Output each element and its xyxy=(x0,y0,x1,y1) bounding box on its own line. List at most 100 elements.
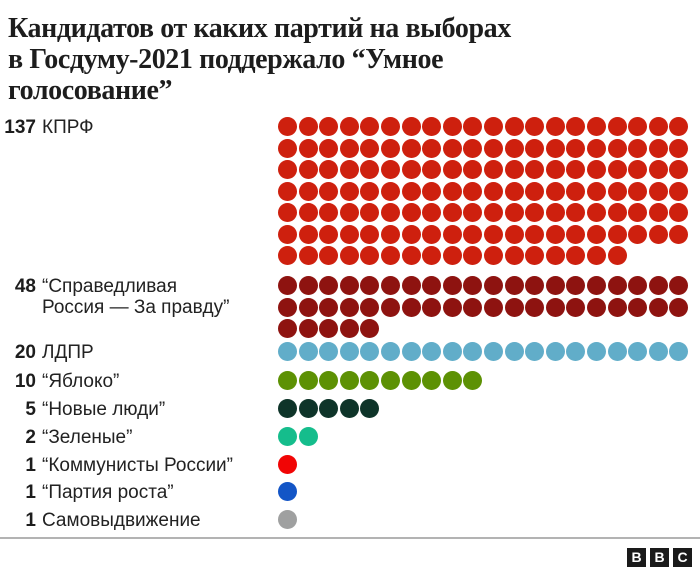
candidate-dot xyxy=(339,371,359,390)
candidate-dot xyxy=(504,276,524,295)
candidate-dot xyxy=(319,297,339,317)
candidate-dot xyxy=(442,342,462,361)
candidate-dot xyxy=(401,276,421,295)
candidate-dot xyxy=(319,371,339,390)
candidate-dot xyxy=(648,276,668,295)
candidate-dot xyxy=(525,246,545,265)
dot-grid-yabloko xyxy=(278,371,483,390)
candidate-dot xyxy=(463,342,483,361)
candidate-dot xyxy=(566,342,586,361)
chart-title-line-3: голосование” xyxy=(8,75,173,106)
candidate-dot xyxy=(380,224,400,244)
candidate-dot xyxy=(545,297,565,317)
candidate-dot xyxy=(319,203,339,222)
candidate-dot xyxy=(298,160,318,179)
dot-grid-sr xyxy=(278,276,689,338)
candidate-dot xyxy=(628,276,648,295)
party-count: 20 xyxy=(14,342,36,363)
candidate-dot xyxy=(607,297,627,317)
candidate-dot xyxy=(566,181,586,201)
candidate-dot xyxy=(648,297,668,317)
candidate-dot xyxy=(463,371,483,390)
chart-title: Кандидатов от каких партий на выборах в … xyxy=(0,0,700,106)
candidate-dot xyxy=(566,224,586,244)
candidate-dot xyxy=(422,181,442,201)
candidate-dot xyxy=(380,203,400,222)
candidate-dot xyxy=(628,160,648,179)
candidate-dot xyxy=(319,224,339,244)
party-count: 1 xyxy=(25,482,36,503)
candidate-dot xyxy=(278,427,297,446)
candidate-dot xyxy=(628,117,648,136)
party-count: 2 xyxy=(25,427,36,448)
candidate-dot xyxy=(566,138,586,158)
candidate-dot xyxy=(463,181,483,201)
party-label-novie: 5 “Новые люди” xyxy=(3,399,278,420)
dot-row xyxy=(278,181,689,201)
candidate-dot xyxy=(298,138,318,158)
candidate-dot xyxy=(545,224,565,244)
candidate-dot xyxy=(566,246,586,265)
candidate-dot xyxy=(278,371,297,390)
candidate-dot xyxy=(319,181,339,201)
candidate-dot xyxy=(401,246,421,265)
candidate-dot xyxy=(504,181,524,201)
candidate-dot xyxy=(586,342,606,361)
candidate-dot xyxy=(607,342,627,361)
candidate-dot xyxy=(628,224,648,244)
dot-grid-rosta xyxy=(278,482,297,501)
candidate-dot xyxy=(566,203,586,222)
waffle-chart: 137 КПРФ 48 “Справедливая Россия — За правд… xyxy=(0,117,700,531)
dot-row xyxy=(278,399,380,418)
candidate-dot xyxy=(401,224,421,244)
candidate-dot xyxy=(504,138,524,158)
candidate-dot xyxy=(504,297,524,317)
candidate-dot xyxy=(278,276,297,295)
candidate-dot xyxy=(278,181,297,201)
party-row-ldpr: 20 ЛДПР xyxy=(3,342,700,363)
dot-row xyxy=(278,160,689,179)
candidate-dot xyxy=(483,224,503,244)
candidate-dot xyxy=(319,276,339,295)
candidate-dot xyxy=(298,224,318,244)
candidate-dot xyxy=(669,297,689,317)
candidate-dot xyxy=(401,371,421,390)
candidate-dot xyxy=(648,224,668,244)
candidate-dot xyxy=(319,319,339,338)
dot-row xyxy=(278,297,689,317)
candidate-dot xyxy=(339,160,359,179)
candidate-dot xyxy=(339,297,359,317)
candidate-dot xyxy=(566,297,586,317)
dot-row xyxy=(278,342,689,361)
candidate-dot xyxy=(628,297,648,317)
candidate-dot xyxy=(463,138,483,158)
candidate-dot xyxy=(360,399,380,418)
candidate-dot xyxy=(339,319,359,338)
candidate-dot xyxy=(483,117,503,136)
candidate-dot xyxy=(607,276,627,295)
party-label-samo: 1 Самовыдвижение xyxy=(3,510,278,531)
candidate-dot xyxy=(442,117,462,136)
party-count: 48 xyxy=(14,276,36,297)
candidate-dot xyxy=(669,181,689,201)
party-name: “Коммунисты России” xyxy=(42,454,234,476)
candidate-dot xyxy=(360,342,380,361)
candidate-dot xyxy=(648,203,668,222)
candidate-dot xyxy=(339,246,359,265)
candidate-dot xyxy=(422,342,442,361)
candidate-dot xyxy=(401,160,421,179)
candidate-dot xyxy=(607,181,627,201)
candidate-dot xyxy=(442,224,462,244)
candidate-dot xyxy=(319,138,339,158)
candidate-dot xyxy=(442,160,462,179)
candidate-dot xyxy=(566,276,586,295)
candidate-dot xyxy=(442,203,462,222)
candidate-dot xyxy=(607,224,627,244)
candidate-dot xyxy=(319,117,339,136)
candidate-dot xyxy=(545,342,565,361)
candidate-dot xyxy=(380,297,400,317)
candidate-dot xyxy=(669,342,689,361)
candidate-dot xyxy=(442,246,462,265)
candidate-dot xyxy=(278,297,297,317)
candidate-dot xyxy=(278,246,297,265)
